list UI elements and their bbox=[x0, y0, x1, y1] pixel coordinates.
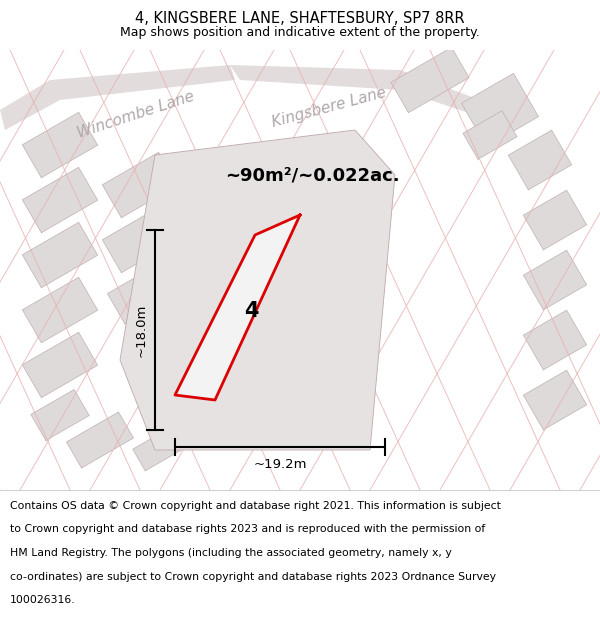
Polygon shape bbox=[103, 152, 178, 218]
Polygon shape bbox=[31, 389, 89, 441]
Polygon shape bbox=[461, 73, 538, 147]
Text: ~19.2m: ~19.2m bbox=[253, 459, 307, 471]
Text: 4, KINGSBERE LANE, SHAFTESBURY, SP7 8RR: 4, KINGSBERE LANE, SHAFTESBURY, SP7 8RR bbox=[135, 11, 465, 26]
Polygon shape bbox=[22, 112, 98, 178]
Text: 100026316.: 100026316. bbox=[10, 595, 76, 605]
Polygon shape bbox=[107, 266, 173, 324]
Text: co-ordinates) are subject to Crown copyright and database rights 2023 Ordnance S: co-ordinates) are subject to Crown copyr… bbox=[10, 572, 496, 582]
Text: ~18.0m: ~18.0m bbox=[134, 303, 148, 357]
Polygon shape bbox=[175, 215, 300, 400]
Polygon shape bbox=[508, 130, 572, 190]
Polygon shape bbox=[523, 310, 587, 370]
Polygon shape bbox=[230, 65, 490, 120]
Polygon shape bbox=[523, 370, 587, 430]
Polygon shape bbox=[523, 190, 587, 250]
Polygon shape bbox=[22, 332, 98, 398]
Text: Wincombe Lane: Wincombe Lane bbox=[75, 89, 196, 141]
Polygon shape bbox=[463, 111, 517, 159]
Polygon shape bbox=[22, 168, 98, 232]
Polygon shape bbox=[67, 412, 133, 468]
Text: to Crown copyright and database rights 2023 and is reproduced with the permissio: to Crown copyright and database rights 2… bbox=[10, 524, 485, 534]
Text: Map shows position and indicative extent of the property.: Map shows position and indicative extent… bbox=[120, 26, 480, 39]
Text: Kingsbere Lane: Kingsbere Lane bbox=[270, 86, 388, 131]
Polygon shape bbox=[391, 48, 469, 112]
Polygon shape bbox=[103, 208, 178, 272]
Text: 4: 4 bbox=[244, 301, 259, 321]
Polygon shape bbox=[133, 419, 197, 471]
Text: Contains OS data © Crown copyright and database right 2021. This information is : Contains OS data © Crown copyright and d… bbox=[10, 501, 501, 511]
Polygon shape bbox=[120, 130, 395, 450]
Polygon shape bbox=[0, 65, 235, 130]
Polygon shape bbox=[22, 278, 98, 342]
Polygon shape bbox=[523, 250, 587, 310]
Text: ~90m²/~0.022ac.: ~90m²/~0.022ac. bbox=[225, 166, 400, 184]
Polygon shape bbox=[22, 222, 98, 288]
Text: HM Land Registry. The polygons (including the associated geometry, namely x, y: HM Land Registry. The polygons (includin… bbox=[10, 548, 452, 558]
